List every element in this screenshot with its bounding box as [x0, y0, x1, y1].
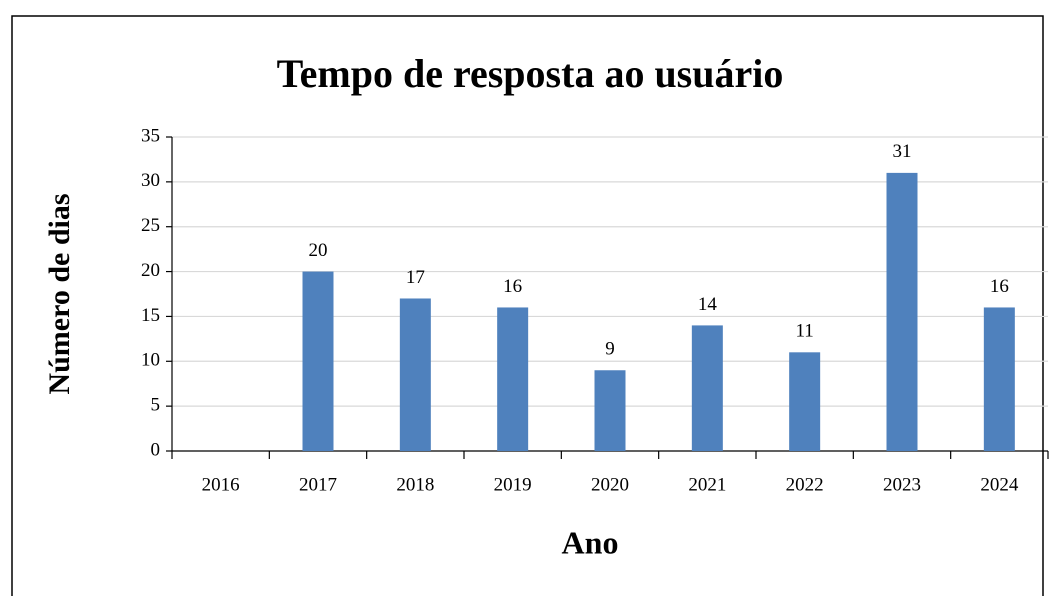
- x-tick-label: 2022: [786, 474, 824, 495]
- x-tick-label: 2020: [591, 474, 629, 495]
- x-tick-label: 2021: [688, 474, 726, 495]
- data-label: 9: [605, 339, 615, 360]
- data-label: 31: [893, 141, 912, 162]
- frame: [11, 15, 1044, 596]
- x-axis-label: Ano: [562, 524, 619, 560]
- x-tick-label: 2023: [883, 474, 921, 495]
- y-tick-label: 35: [141, 125, 160, 146]
- y-tick-label: 20: [141, 260, 160, 281]
- y-tick-label: 10: [141, 350, 160, 371]
- chart-title: Tempo de resposta ao usuário: [277, 51, 784, 96]
- x-tick-label: 2019: [494, 474, 532, 495]
- y-tick-label: 30: [141, 170, 160, 191]
- data-label: 16: [503, 276, 522, 297]
- bar: [594, 370, 626, 451]
- y-tick-label: 15: [141, 305, 160, 326]
- data-label: 14: [698, 294, 718, 315]
- data-label: 20: [309, 240, 328, 261]
- bar: [789, 352, 821, 451]
- x-tick-label: 2018: [396, 474, 434, 495]
- bar: [302, 271, 334, 451]
- data-label: 11: [796, 321, 814, 342]
- bar: [399, 298, 431, 451]
- y-tick-label: 5: [151, 395, 161, 416]
- x-tick-label: 2017: [299, 474, 337, 495]
- bar: [983, 307, 1015, 451]
- y-tick-label: 0: [151, 439, 161, 460]
- x-tick-label: 2016: [202, 474, 240, 495]
- x-tick-label: 2024: [980, 474, 1019, 495]
- y-tick-label: 25: [141, 215, 160, 236]
- y-axis-label: Número de dias: [43, 193, 76, 394]
- data-label: 17: [406, 267, 425, 288]
- bar: [497, 307, 529, 451]
- bar: [886, 172, 918, 451]
- bar: [691, 325, 723, 451]
- data-label: 16: [990, 276, 1009, 297]
